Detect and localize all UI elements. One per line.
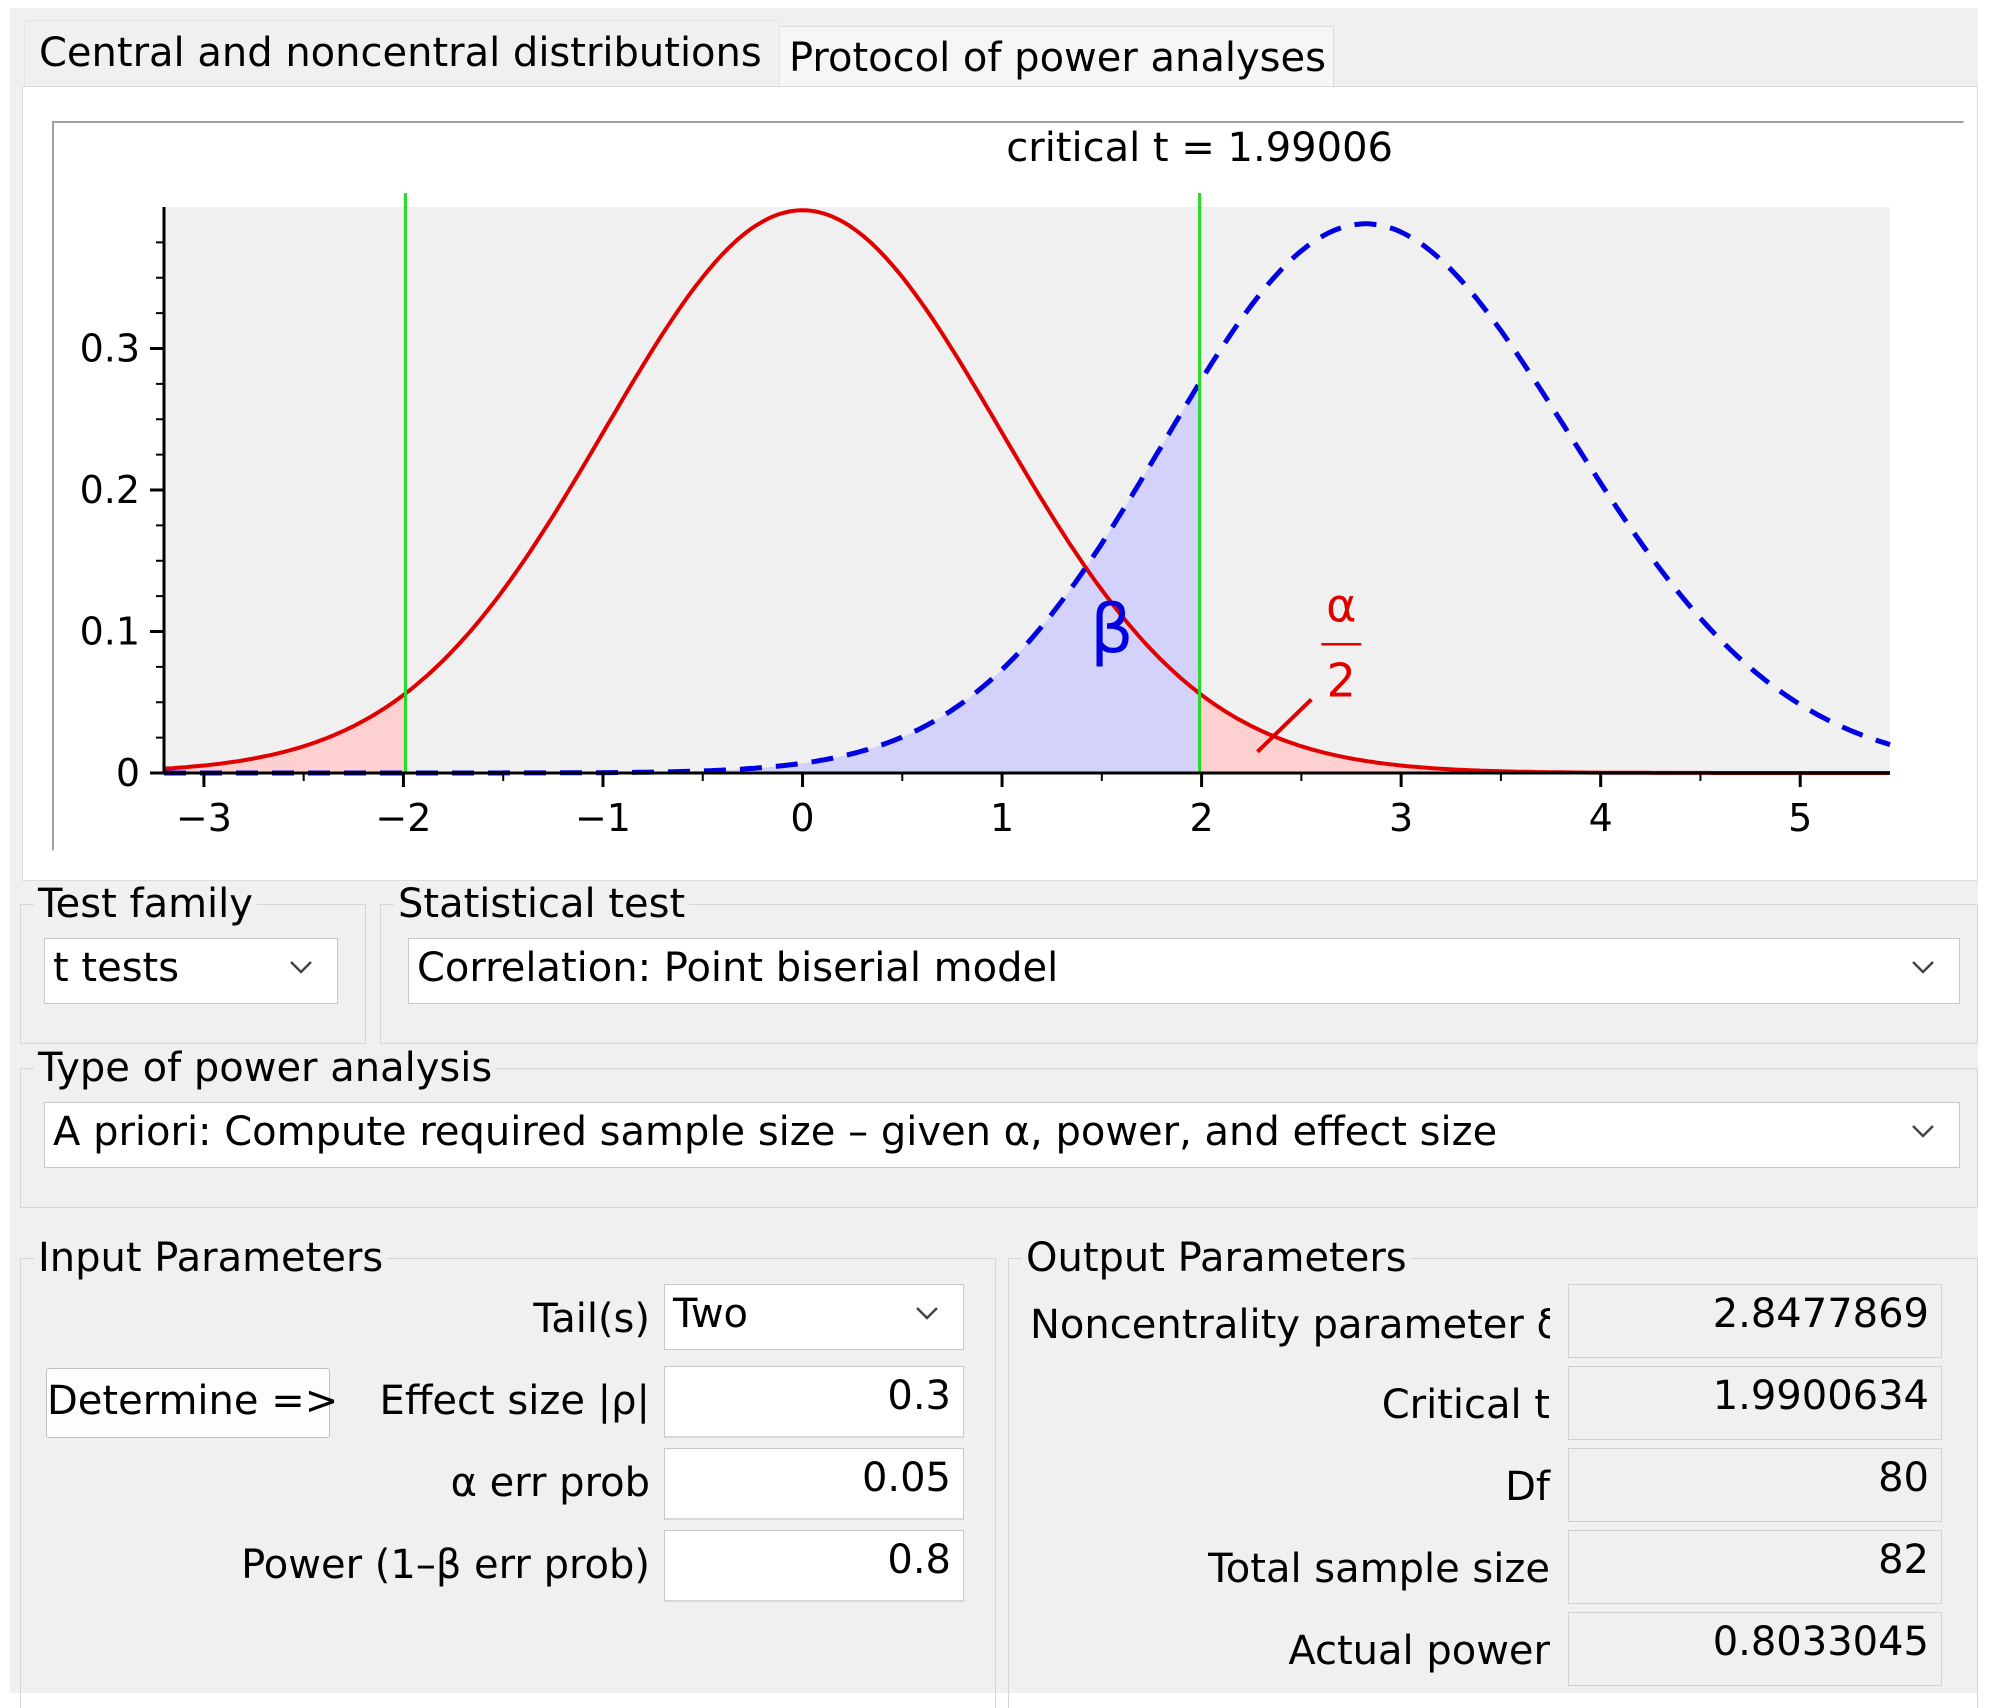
determine-button[interactable]: Determine =>	[46, 1368, 338, 1438]
chevron-down-icon	[916, 1307, 938, 1320]
x-tick-label: 4	[1589, 796, 1613, 840]
alpha-right-tail-area	[1199, 693, 1890, 773]
beta-label: β	[1090, 591, 1133, 670]
chevron-down-icon	[1912, 961, 1934, 974]
statistical-test-group	[380, 904, 1978, 1044]
power-analysis-group	[20, 1068, 1978, 1208]
effect-size-label: Effect size |ρ|	[379, 1378, 650, 1424]
test-family-value: t tests	[53, 945, 180, 991]
power-analysis-label: Type of power analysis	[34, 1046, 497, 1090]
statistical-test-label: Statistical test	[394, 882, 690, 926]
output-parameters-group	[1008, 1258, 1978, 1708]
tab-distributions[interactable]: Central and noncentral distributions	[24, 20, 780, 86]
y-tick-label: 0.1	[80, 610, 140, 654]
x-tick-label: 2	[1190, 796, 1214, 840]
alpha-left-tail-area	[164, 693, 406, 773]
tails-value: Two	[673, 1291, 748, 1337]
x-tick-label: −3	[176, 796, 232, 840]
actual-power-label: Actual power	[1288, 1628, 1550, 1674]
actual-power-output: 0.8033045	[1568, 1612, 1942, 1686]
output-parameters-label: Output Parameters	[1022, 1236, 1411, 1280]
power-analysis-value: A priori: Compute required sample size –…	[53, 1109, 1498, 1155]
critical-t-title: critical t = 1.99006	[1006, 125, 1393, 171]
y-tick-label: 0	[116, 751, 140, 795]
ncp-output: 2.8477869	[1568, 1284, 1942, 1358]
statistical-test-select[interactable]: Correlation: Point biserial model	[408, 938, 1960, 1004]
test-family-label: Test family	[34, 882, 257, 926]
alpha-denominator-label: 2	[1327, 654, 1356, 708]
beta-area	[164, 382, 1200, 773]
input-parameters-label: Input Parameters	[34, 1236, 388, 1280]
statistical-test-value: Correlation: Point biserial model	[417, 945, 1059, 991]
df-output: 80	[1568, 1448, 1942, 1522]
x-tick-label: 1	[990, 796, 1014, 840]
y-tick-label: 0.2	[80, 468, 140, 512]
alpha-label: α err prob	[450, 1460, 650, 1506]
x-tick-label: 0	[790, 796, 814, 840]
effect-size-input[interactable]: 0.3	[664, 1366, 964, 1438]
x-tick-label: −1	[575, 796, 631, 840]
tails-label: Tail(s)	[533, 1296, 650, 1342]
chevron-down-icon	[1912, 1125, 1934, 1138]
distribution-chart: −3 −2 −1 0 1 2 3 4 5 0 0.1 0.2 0.3 critical t = 1.990…	[80, 125, 1891, 840]
df-label: Df	[1505, 1464, 1550, 1510]
gpower-window: Central and noncentral distributions Pro…	[10, 8, 1978, 1708]
tab-protocol[interactable]: Protocol of power analyses	[774, 26, 1334, 88]
total-sample-size-output: 82	[1568, 1530, 1942, 1604]
distribution-plot: −3 −2 −1 0 1 2 3 4 5 0 0.1 0.2 0.3 critical t = 1.990…	[52, 121, 1964, 851]
power-analysis-select[interactable]: A priori: Compute required sample size –…	[44, 1102, 1960, 1168]
ncp-label: Noncentrality parameter δ	[1030, 1302, 1550, 1348]
alpha-numerator-label: α	[1326, 579, 1356, 633]
critical-t-label: Critical t	[1381, 1382, 1550, 1428]
tails-select[interactable]: Two	[664, 1284, 964, 1350]
y-tick-label: 0.3	[80, 327, 140, 371]
input-parameters-group	[20, 1258, 996, 1708]
test-family-select[interactable]: t tests	[44, 938, 338, 1004]
power-input[interactable]: 0.8	[664, 1530, 964, 1602]
x-tick-label: 5	[1788, 796, 1812, 840]
critical-t-output: 1.9900634	[1568, 1366, 1942, 1440]
alpha-input[interactable]: 0.05	[664, 1448, 964, 1520]
x-tick-label: 3	[1389, 796, 1413, 840]
noncentral-distribution-curve	[164, 221, 1891, 776]
x-tick-label: −2	[375, 796, 431, 840]
total-sample-size-label: Total sample size	[1208, 1546, 1550, 1592]
power-label: Power (1–β err prob)	[241, 1542, 650, 1588]
chevron-down-icon	[290, 961, 312, 974]
alpha-pointer-line	[1256, 697, 1313, 754]
